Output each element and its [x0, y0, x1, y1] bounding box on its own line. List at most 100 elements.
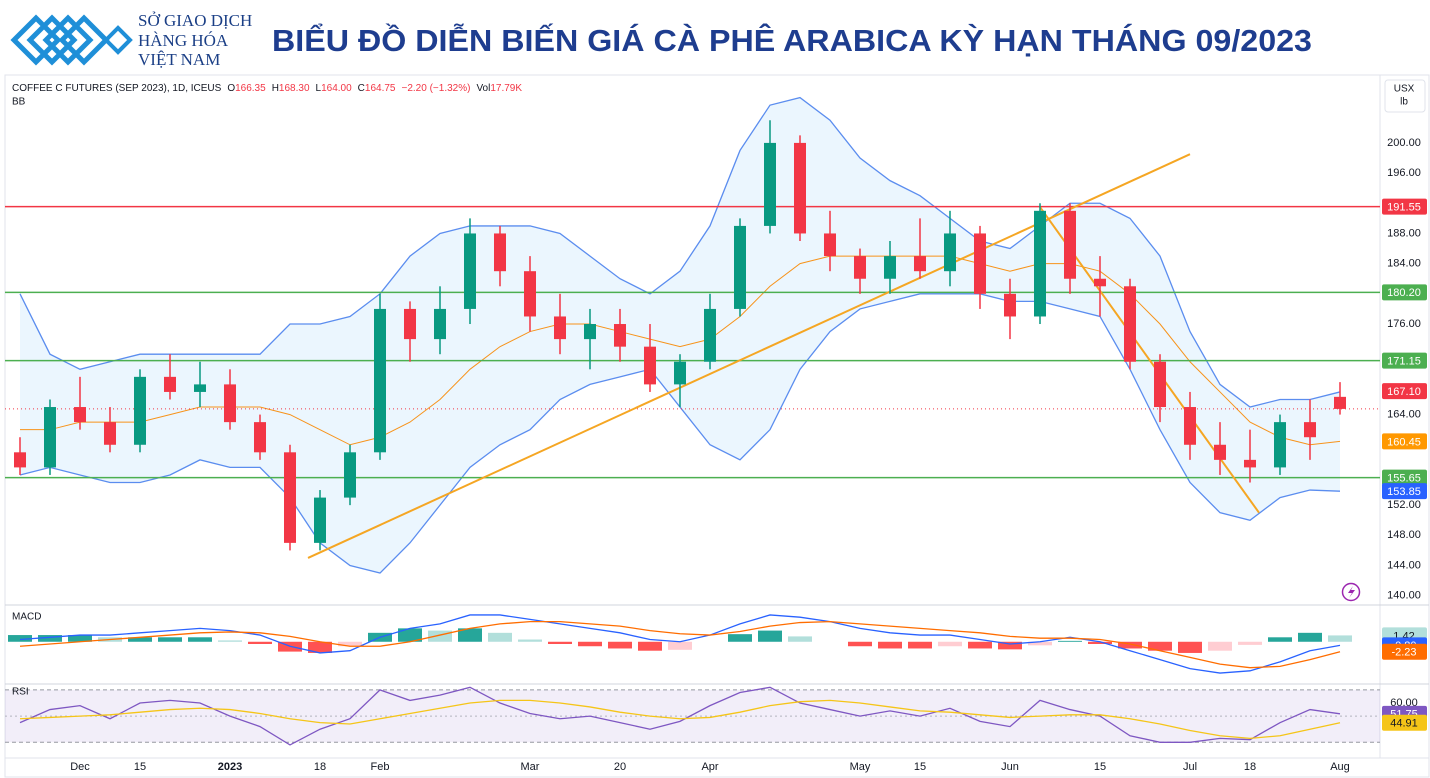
y-tick-label: 196.00 — [1387, 167, 1421, 179]
macd-histogram-bar — [608, 641, 632, 649]
candle-body — [1124, 286, 1136, 362]
candle-body — [494, 233, 506, 272]
x-tick-label: Jul — [1183, 761, 1197, 773]
bollinger-basis — [20, 255, 1341, 446]
axis-label-box — [1382, 714, 1427, 731]
y-tick-label: 188.00 — [1387, 227, 1421, 239]
macd-histogram-bar — [638, 641, 662, 651]
x-tick-label: Dec — [70, 761, 90, 773]
candle-body — [884, 256, 896, 279]
candle-body — [104, 422, 116, 445]
x-tick-label: May — [850, 761, 871, 773]
macd-histogram-bar — [578, 641, 602, 647]
bollinger-fill — [20, 97, 1340, 574]
y-tick-label: 152.00 — [1387, 499, 1421, 511]
axis-label-box — [1382, 643, 1427, 660]
candle-body — [974, 233, 986, 294]
legend-text: 164.75 — [365, 83, 396, 94]
pane-title: MACD — [12, 612, 41, 623]
candle-body — [284, 452, 296, 543]
candle-body — [1004, 293, 1016, 317]
axis-label: 160.45 — [1387, 436, 1421, 448]
candle-body — [1304, 422, 1316, 438]
axis-label: 44.91 — [1390, 718, 1418, 730]
macd-histogram-bar — [488, 632, 512, 642]
macd-line — [19, 620, 1341, 669]
axis-label-box — [1382, 433, 1427, 450]
rsi-line — [19, 686, 1341, 746]
macd-histogram-bar — [128, 637, 152, 642]
axis-label: 180.20 — [1387, 287, 1421, 299]
candle-body — [254, 422, 266, 453]
candle-body — [74, 407, 86, 423]
y-tick-label: 200.00 — [1387, 137, 1421, 149]
axis-label-box — [1382, 198, 1427, 215]
y-tick-label: 184.00 — [1387, 258, 1421, 270]
icon-bolt[interactable] — [1348, 586, 1355, 598]
candle-body — [824, 233, 836, 257]
x-tick-label: Mar — [521, 761, 540, 773]
legend-text: O — [227, 83, 235, 94]
macd-histogram-bar — [188, 637, 212, 642]
org-name: VIỆT NAM — [138, 50, 220, 69]
legend-text: COFFEE C FUTURES (SEP 2023), 1D, ICEUS — [12, 83, 222, 94]
candle-body — [644, 346, 656, 385]
y-tick-label: 164.00 — [1387, 408, 1421, 420]
replay-icon[interactable] — [1341, 582, 1361, 602]
axis-label: 155.65 — [1387, 473, 1421, 485]
macd-histogram-bar — [1028, 641, 1052, 646]
axis-label-box — [1382, 483, 1427, 500]
candle-body — [584, 324, 596, 340]
macd-histogram-bar — [38, 635, 62, 642]
candle-body — [704, 308, 716, 362]
macd-histogram-bar — [878, 641, 902, 649]
axis-label: 153.85 — [1387, 486, 1421, 498]
macd-histogram-bar — [998, 641, 1022, 650]
axis-label-box — [1382, 469, 1427, 486]
y-tick-label: 148.00 — [1387, 529, 1421, 541]
logo-mark — [103, 25, 133, 55]
macd-histogram-bar — [458, 628, 482, 642]
legend-text: 168.30 — [279, 83, 310, 94]
legend-text: Vol — [476, 83, 490, 94]
chart-frame — [4, 74, 1430, 778]
x-tick-label: 15 — [134, 761, 146, 773]
unit-label: USX — [1394, 84, 1415, 95]
macd-histogram-bar — [518, 639, 542, 642]
axis-label-box — [1382, 383, 1427, 400]
legend-text: 17.79K — [490, 83, 522, 94]
macd-histogram-bar — [218, 640, 242, 642]
x-tick-label: 15 — [914, 761, 926, 773]
candle-body — [554, 316, 566, 340]
candle-body — [674, 361, 686, 385]
candle-body — [1184, 407, 1196, 445]
candle-body — [44, 407, 56, 468]
legend-text: 164.00 — [321, 83, 352, 94]
macd-histogram-bar — [1328, 635, 1352, 642]
candle-body — [164, 376, 176, 392]
macd-histogram-bar — [548, 641, 572, 644]
macd-histogram-bar — [1208, 641, 1232, 651]
macd-histogram-bar — [1298, 632, 1322, 642]
candle-body — [1094, 278, 1106, 287]
candle-body — [1154, 361, 1166, 408]
candle-body — [1334, 396, 1346, 409]
macd-histogram-bar — [1148, 641, 1172, 651]
y-tick-label: 144.00 — [1387, 559, 1421, 571]
candle-body — [614, 324, 626, 347]
candle-body — [794, 142, 806, 234]
candle-body — [194, 384, 206, 392]
candle-body — [1274, 422, 1286, 468]
candle-body — [404, 308, 416, 340]
x-tick-label: Aug — [1330, 761, 1350, 773]
x-tick-label: Feb — [371, 761, 390, 773]
macd-histogram-bar — [338, 641, 362, 647]
macd-histogram-bar — [968, 641, 992, 649]
legend-text: C — [358, 83, 365, 94]
x-tick-label: 18 — [1244, 761, 1256, 773]
rsi-line — [19, 699, 1341, 740]
x-tick-label: 2023 — [218, 761, 242, 773]
x-tick-label: Apr — [701, 761, 718, 773]
